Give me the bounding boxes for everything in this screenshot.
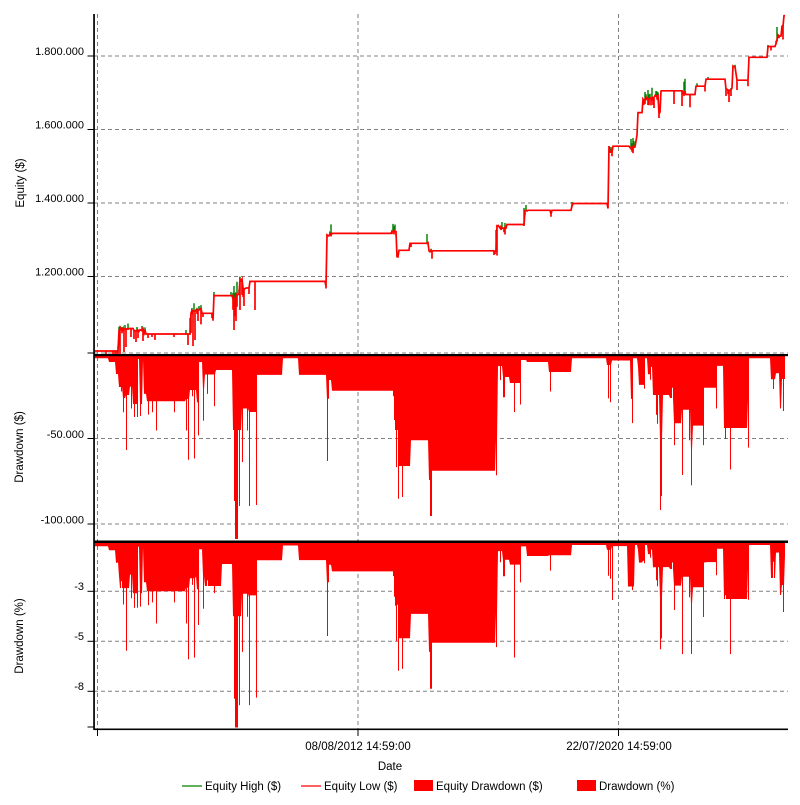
svg-text:-100.000: -100.000 (41, 515, 84, 527)
svg-text:08/08/2012 14:59:00: 08/08/2012 14:59:00 (305, 741, 411, 753)
svg-text:Equity Drawdown ($): Equity Drawdown ($) (436, 781, 543, 793)
svg-text:-5: -5 (74, 631, 84, 643)
svg-text:Drawdown (%): Drawdown (%) (599, 781, 675, 793)
svg-text:Drawdown ($): Drawdown ($) (14, 411, 26, 483)
svg-text:1.600.000: 1.600.000 (35, 120, 84, 132)
svg-text:-3: -3 (74, 581, 84, 593)
svg-text:Equity Low ($): Equity Low ($) (324, 781, 398, 793)
svg-text:1.800.000: 1.800.000 (35, 46, 84, 58)
svg-text:22/07/2020 14:59:00: 22/07/2020 14:59:00 (566, 741, 672, 753)
svg-text:-50.000: -50.000 (47, 429, 84, 441)
svg-text:1.200.000: 1.200.000 (35, 267, 84, 279)
svg-text:Equity High ($): Equity High ($) (205, 781, 281, 793)
svg-text:Drawdown (%): Drawdown (%) (14, 598, 26, 674)
svg-text:-8: -8 (74, 681, 84, 693)
svg-text:Date: Date (378, 761, 402, 773)
svg-text:Equity ($): Equity ($) (15, 158, 27, 207)
svg-text:1.400.000: 1.400.000 (35, 193, 84, 205)
